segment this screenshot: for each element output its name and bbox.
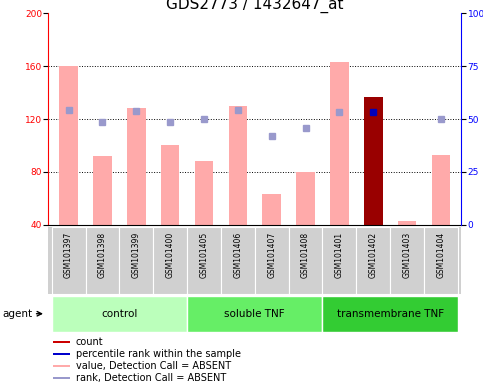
Text: count: count bbox=[76, 337, 103, 347]
Bar bbox=[161, 146, 180, 225]
Bar bbox=[364, 97, 383, 225]
Text: agent: agent bbox=[2, 309, 32, 319]
Text: GSM101399: GSM101399 bbox=[132, 232, 141, 278]
Bar bbox=[323, 296, 458, 332]
Text: GSM101398: GSM101398 bbox=[98, 232, 107, 278]
Text: rank, Detection Call = ABSENT: rank, Detection Call = ABSENT bbox=[76, 373, 226, 383]
Bar bbox=[228, 106, 247, 225]
Bar bbox=[53, 353, 70, 355]
Bar bbox=[53, 377, 70, 379]
Bar bbox=[221, 227, 255, 294]
Bar bbox=[127, 108, 145, 225]
Text: GSM101406: GSM101406 bbox=[233, 232, 242, 278]
Text: GSM101407: GSM101407 bbox=[267, 232, 276, 278]
Bar bbox=[289, 227, 323, 294]
Bar bbox=[59, 66, 78, 225]
Text: GSM101400: GSM101400 bbox=[166, 232, 175, 278]
Bar bbox=[53, 365, 70, 367]
Text: soluble TNF: soluble TNF bbox=[225, 309, 285, 319]
Bar bbox=[53, 341, 70, 343]
Bar bbox=[52, 296, 187, 332]
Bar bbox=[356, 227, 390, 294]
Text: GSM101401: GSM101401 bbox=[335, 232, 344, 278]
Text: control: control bbox=[101, 309, 138, 319]
Title: GDS2773 / 1432647_at: GDS2773 / 1432647_at bbox=[166, 0, 343, 13]
Bar bbox=[187, 296, 323, 332]
Bar bbox=[262, 194, 281, 225]
Bar bbox=[432, 155, 450, 225]
Text: value, Detection Call = ABSENT: value, Detection Call = ABSENT bbox=[76, 361, 231, 371]
Bar bbox=[52, 227, 85, 294]
Bar bbox=[296, 172, 315, 225]
Text: GSM101405: GSM101405 bbox=[199, 232, 209, 278]
Bar bbox=[323, 227, 356, 294]
Bar bbox=[93, 156, 112, 225]
Bar bbox=[390, 227, 424, 294]
Bar bbox=[153, 227, 187, 294]
Bar bbox=[255, 227, 289, 294]
Bar bbox=[398, 221, 416, 225]
Bar bbox=[85, 227, 119, 294]
Bar bbox=[330, 62, 349, 225]
Text: GSM101404: GSM101404 bbox=[437, 232, 445, 278]
Bar bbox=[424, 227, 458, 294]
Text: GSM101402: GSM101402 bbox=[369, 232, 378, 278]
Text: GSM101408: GSM101408 bbox=[301, 232, 310, 278]
Text: GSM101403: GSM101403 bbox=[403, 232, 412, 278]
Bar bbox=[119, 227, 153, 294]
Bar bbox=[187, 227, 221, 294]
Text: GSM101397: GSM101397 bbox=[64, 232, 73, 278]
Bar bbox=[195, 161, 213, 225]
Text: transmembrane TNF: transmembrane TNF bbox=[337, 309, 444, 319]
Text: percentile rank within the sample: percentile rank within the sample bbox=[76, 349, 241, 359]
